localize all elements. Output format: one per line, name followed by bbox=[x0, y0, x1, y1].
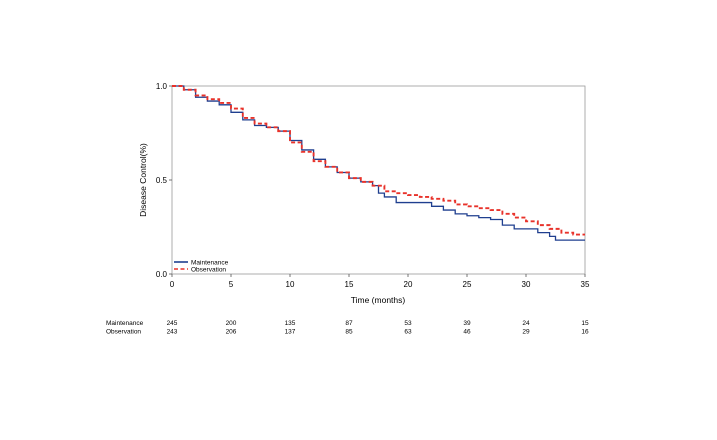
y-tick-label: 1.0 bbox=[156, 82, 168, 91]
y-axis: 0.0 0.5 1.0 bbox=[156, 82, 172, 279]
risk-value: 135 bbox=[285, 320, 296, 327]
risk-value: 243 bbox=[167, 329, 178, 336]
risk-value: 200 bbox=[226, 320, 237, 327]
series-line-observation bbox=[172, 85, 585, 236]
x-tick-label: 0 bbox=[170, 280, 175, 289]
x-tick-label: 15 bbox=[345, 280, 354, 289]
x-tick-label: 5 bbox=[229, 280, 234, 289]
x-tick-label: 30 bbox=[522, 280, 531, 289]
series-layer bbox=[172, 85, 585, 241]
risk-table: Maintenance 245 200 135 87 53 39 24 15 Observatio… bbox=[106, 320, 589, 336]
risk-value: 39 bbox=[463, 320, 471, 327]
risk-row-label: Observation bbox=[106, 329, 141, 336]
y-axis-label: Disease Control(%) bbox=[138, 143, 148, 217]
x-tick-label: 25 bbox=[463, 280, 472, 289]
risk-row-label: Maintenance bbox=[106, 320, 144, 327]
risk-value: 29 bbox=[522, 329, 530, 336]
x-tick-label: 20 bbox=[404, 280, 413, 289]
y-tick-label: 0.5 bbox=[156, 176, 168, 185]
risk-value: 46 bbox=[463, 329, 471, 336]
legend-label-observation: Observation bbox=[191, 267, 226, 274]
x-tick-label: 10 bbox=[286, 280, 295, 289]
x-tick-label: 35 bbox=[581, 280, 590, 289]
risk-value: 16 bbox=[581, 329, 589, 336]
risk-value: 206 bbox=[226, 329, 237, 336]
risk-value: 137 bbox=[285, 329, 296, 336]
legend: Maintenance Observation bbox=[174, 260, 229, 274]
risk-value: 15 bbox=[581, 320, 589, 327]
legend-label-maintenance: Maintenance bbox=[191, 260, 229, 267]
risk-value: 245 bbox=[167, 320, 178, 327]
risk-value: 24 bbox=[522, 320, 530, 327]
series-line-maintenance bbox=[172, 85, 585, 241]
x-axis: 0 5 10 15 20 25 30 35 bbox=[170, 274, 590, 289]
risk-value: 63 bbox=[404, 329, 412, 336]
plot-frame bbox=[171, 85, 586, 275]
risk-value: 87 bbox=[345, 320, 353, 327]
risk-value: 85 bbox=[345, 329, 353, 336]
y-tick-label: 0.0 bbox=[156, 270, 168, 279]
risk-value: 53 bbox=[404, 320, 412, 327]
x-axis-label: Time (months) bbox=[351, 295, 406, 305]
